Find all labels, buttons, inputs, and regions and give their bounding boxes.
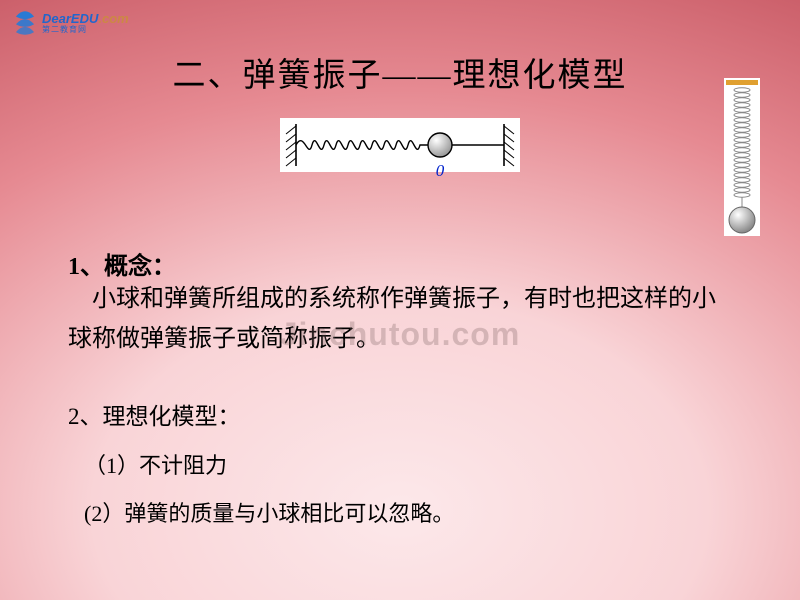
section1-body: 小球和弹簧所组成的系统称作弹簧振子，有时也把这样的小球称做弹簧振子或简称振子。 xyxy=(68,280,732,359)
section2-item1: （1）不计阻力 xyxy=(84,448,732,484)
logo-brand: DearEDU.com xyxy=(42,12,129,25)
logo-suffix: .com xyxy=(98,11,128,26)
section2-item2: (2）弹簧的质量与小球相比可以忽略。 xyxy=(84,496,732,532)
section2-heading: 2、理想化模型： xyxy=(68,398,732,436)
slide-title: 二、弹簧振子——理想化模型 xyxy=(0,48,800,96)
slide: DearEDU.com 第二教育网 二、弹簧振子——理想化模型 xyxy=(0,0,800,600)
origin-label: 0 xyxy=(436,161,445,180)
logo-brand-text: DearEDU xyxy=(42,11,98,26)
logo: DearEDU.com 第二教育网 xyxy=(12,10,129,36)
vertical-spring-diagram xyxy=(722,78,762,236)
logo-swirl-icon xyxy=(12,10,38,36)
horizontal-spring-diagram: 0 xyxy=(280,118,520,182)
logo-tagline: 第二教育网 xyxy=(42,26,129,34)
